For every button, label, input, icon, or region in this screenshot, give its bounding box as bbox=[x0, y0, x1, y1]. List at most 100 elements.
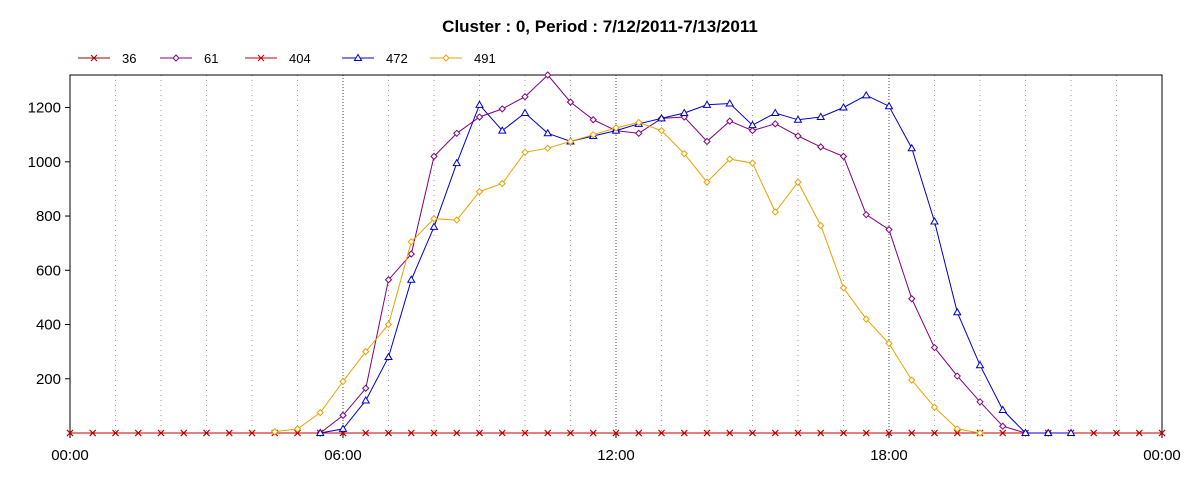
legend-item-404: 404 bbox=[245, 51, 311, 66]
data-point bbox=[817, 221, 825, 230]
data-point bbox=[1113, 429, 1120, 437]
data-point bbox=[316, 408, 324, 417]
data-point bbox=[907, 143, 917, 152]
chart-title: Cluster : 0, Period : 7/12/2011-7/13/201… bbox=[442, 17, 758, 36]
series-472 bbox=[315, 90, 1076, 436]
data-point bbox=[384, 320, 393, 329]
data-point bbox=[407, 250, 415, 258]
data-point bbox=[248, 429, 256, 437]
data-point bbox=[839, 103, 848, 111]
data-point bbox=[771, 208, 779, 216]
data-point bbox=[885, 225, 893, 234]
data-point bbox=[884, 101, 894, 110]
data-point bbox=[293, 425, 302, 433]
data-point bbox=[635, 129, 643, 138]
data-point bbox=[498, 179, 506, 188]
y-tick-label: 600 bbox=[36, 262, 61, 279]
legend-label: 61 bbox=[204, 51, 218, 66]
data-point bbox=[703, 137, 711, 146]
data-point bbox=[998, 405, 1008, 413]
data-point bbox=[635, 429, 643, 437]
data-point bbox=[839, 284, 848, 292]
x-tick-label: 00:00 bbox=[1143, 447, 1181, 464]
data-point bbox=[544, 429, 552, 437]
data-point bbox=[952, 307, 962, 316]
data-point bbox=[657, 113, 666, 122]
data-point bbox=[794, 132, 802, 140]
data-point bbox=[520, 108, 530, 116]
data-point bbox=[840, 429, 847, 437]
series-group bbox=[66, 71, 1166, 437]
data-point bbox=[339, 411, 347, 420]
data-point bbox=[476, 429, 483, 437]
data-point bbox=[1066, 428, 1076, 436]
data-point bbox=[953, 372, 961, 380]
data-point bbox=[975, 360, 985, 369]
series-491 bbox=[271, 118, 984, 437]
data-point bbox=[861, 90, 871, 99]
data-point bbox=[726, 155, 734, 163]
data-point bbox=[453, 216, 461, 224]
legend-item-472: 472 bbox=[342, 51, 408, 66]
legend-marker bbox=[353, 53, 363, 61]
legend-marker bbox=[90, 54, 98, 62]
data-point bbox=[908, 295, 916, 303]
data-point bbox=[543, 128, 553, 137]
data-point bbox=[612, 124, 620, 132]
legend-item-61: 61 bbox=[160, 51, 218, 66]
data-point bbox=[748, 120, 757, 129]
data-point bbox=[521, 429, 529, 437]
data-point bbox=[66, 429, 74, 437]
y-tick-label: 1000 bbox=[28, 154, 61, 171]
legend-marker bbox=[172, 54, 180, 62]
data-point bbox=[475, 100, 484, 108]
data-point bbox=[407, 238, 415, 246]
series-line-61 bbox=[319, 74, 1049, 434]
data-point bbox=[748, 126, 757, 135]
data-point bbox=[1043, 428, 1053, 436]
data-point bbox=[362, 429, 370, 437]
data-point bbox=[770, 108, 780, 116]
data-point bbox=[817, 143, 825, 151]
data-point bbox=[89, 429, 97, 437]
data-point bbox=[384, 352, 393, 361]
y-tick-label: 200 bbox=[36, 371, 61, 388]
data-point bbox=[999, 429, 1007, 437]
data-point bbox=[680, 149, 688, 158]
x-axis: 00:00 06:00 12:00 18:00 00:00 bbox=[51, 433, 1181, 464]
x-tick-label: 00:00 bbox=[51, 447, 89, 464]
legend-label: 472 bbox=[386, 51, 408, 66]
legend-marker bbox=[257, 54, 265, 62]
data-point bbox=[771, 120, 779, 128]
data-point bbox=[567, 429, 574, 437]
data-point bbox=[544, 144, 552, 152]
data-point bbox=[452, 158, 462, 167]
legend-label: 36 bbox=[122, 51, 136, 66]
data-point bbox=[771, 429, 779, 437]
data-point bbox=[294, 429, 301, 437]
legend-item-36: 36 bbox=[78, 51, 136, 66]
data-point bbox=[338, 424, 348, 432]
data-point bbox=[453, 129, 461, 138]
data-point bbox=[1021, 428, 1030, 436]
data-point bbox=[566, 98, 575, 106]
data-point bbox=[976, 398, 984, 406]
data-point bbox=[817, 429, 825, 437]
data-point bbox=[931, 429, 938, 437]
data-point bbox=[362, 384, 370, 392]
series-line-472 bbox=[320, 94, 1071, 434]
data-point bbox=[385, 429, 392, 437]
legend-label: 404 bbox=[289, 51, 311, 66]
data-point bbox=[930, 403, 939, 411]
data-point bbox=[475, 187, 484, 196]
data-point bbox=[635, 118, 643, 127]
data-point bbox=[1158, 429, 1166, 437]
data-point bbox=[498, 105, 506, 113]
data-point bbox=[702, 100, 712, 108]
y-tick-label: 1200 bbox=[28, 100, 61, 117]
data-point bbox=[430, 152, 438, 161]
data-point bbox=[930, 343, 939, 352]
data-point bbox=[953, 425, 961, 433]
data-point bbox=[908, 376, 916, 384]
